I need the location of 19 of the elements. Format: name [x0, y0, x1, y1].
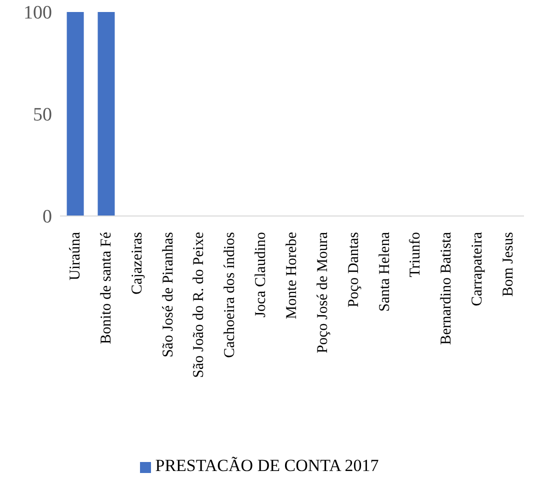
y-tick-label: 50 [33, 104, 52, 126]
x-tick-label: São José de Piranhas [160, 232, 176, 358]
x-tick-label: Bernardino Batista [438, 232, 455, 345]
x-tick-label: São João do R. do Peixe [191, 232, 208, 378]
x-tick-label: Joca Claudino [253, 232, 270, 318]
x-tick-label: Cajazeiras [129, 232, 146, 294]
x-tick-label: Cachoeira dos índios [222, 232, 238, 358]
x-tick-label: Bom Jesus [500, 232, 517, 297]
x-tick-label: Bonito de santa Fé [98, 232, 114, 344]
x-tick-label: Monte Horebe [284, 232, 300, 320]
legend-label: PRESTACÃO DE CONTA 2017 [155, 456, 379, 475]
x-tick-label: Uiraúna [67, 232, 84, 280]
x-tick-label: Poço Dantas [346, 232, 362, 308]
x-tick-label: Carrapateira [470, 232, 486, 306]
y-tick-label: 0 [42, 206, 52, 228]
x-tick-label: Poço José de Moura [314, 232, 331, 354]
x-tick-label: Santa Helena [376, 232, 393, 312]
y-tick-label: 100 [24, 2, 52, 24]
x-tick-label: Triunfo [408, 232, 424, 278]
